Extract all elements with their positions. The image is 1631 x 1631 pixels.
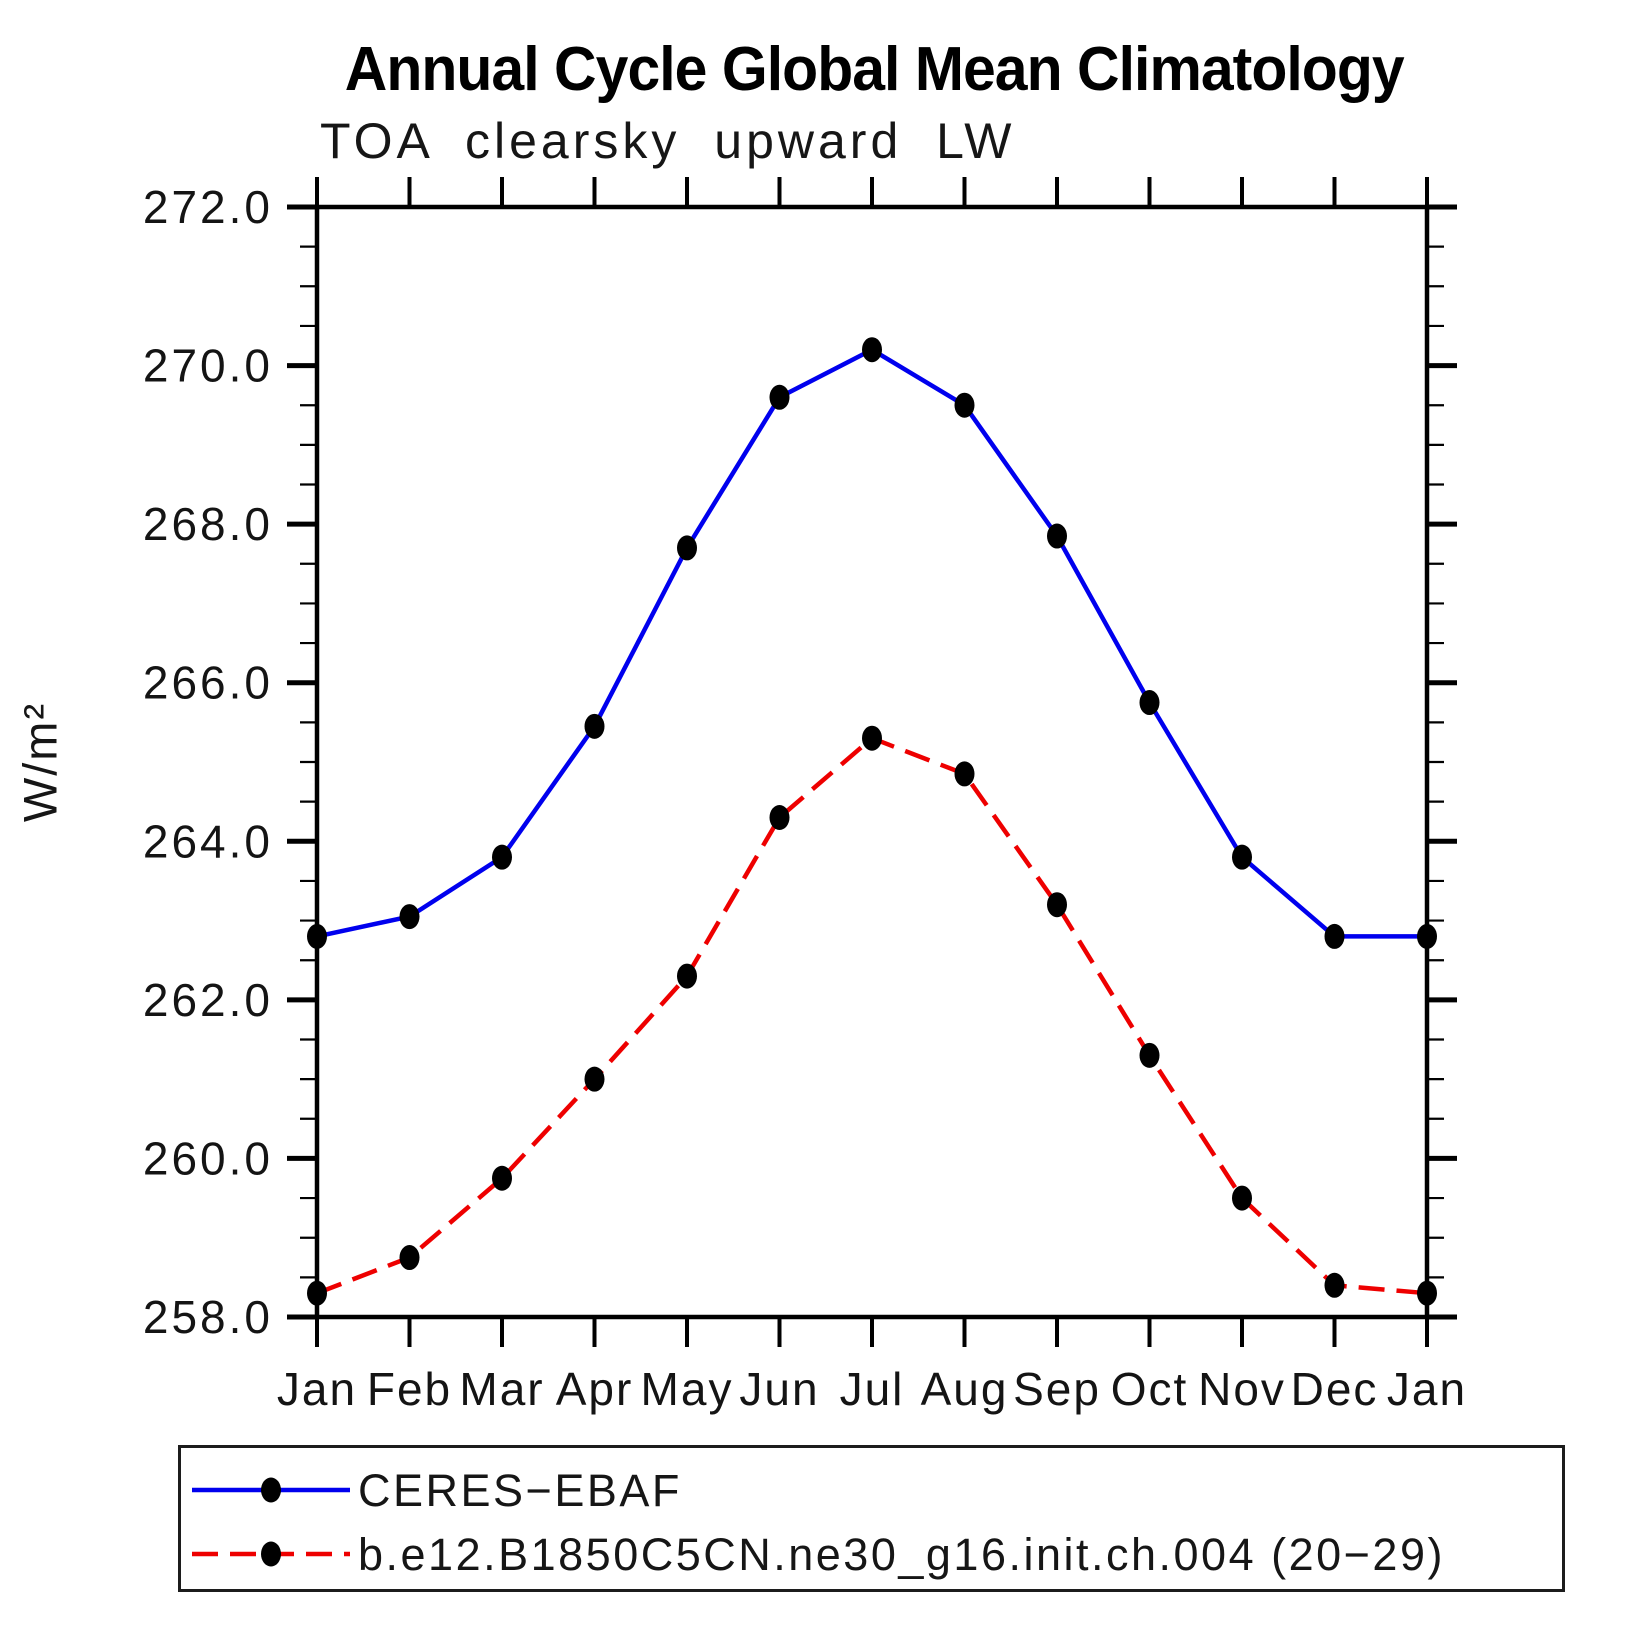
x-axis-tick-label: Jun [739, 1363, 819, 1415]
data-point-marker-0 [862, 337, 882, 363]
x-axis-tick-label: Aug [921, 1363, 1009, 1415]
x-axis-tick-label: Apr [556, 1363, 634, 1415]
series-line-1 [316, 735, 1428, 1296]
y-axis-tick-label: 268.0 [143, 498, 273, 550]
data-point-marker-1 [1324, 1272, 1345, 1298]
y-axis-tick-label: 264.0 [143, 815, 273, 867]
data-point-marker-1 [399, 1245, 420, 1271]
data-point-marker-1 [954, 761, 975, 787]
data-point-marker-1 [1232, 1185, 1252, 1211]
data-point-marker-0 [492, 844, 512, 870]
legend-marker-icon [261, 1477, 281, 1503]
data-point-marker-1 [492, 1165, 512, 1191]
data-point-marker-0 [1417, 923, 1437, 949]
data-point-marker-0 [1232, 844, 1252, 870]
legend-label-model: b.e12.B1850C5CN.ne30_g16.init.ch.004 (20… [358, 1528, 1445, 1580]
chart-subtitle: TOA clearsky upward LW [320, 113, 1016, 169]
series-line-0 [316, 347, 1427, 939]
chart-title: Annual Cycle Global Mean Climatology [344, 35, 1405, 104]
x-axis-tick-label: Dec [1291, 1363, 1379, 1415]
x-axis-tick-label: Feb [367, 1363, 452, 1415]
y-axis-tick-label: 270.0 [143, 340, 273, 392]
data-point-marker-1 [584, 1066, 605, 1092]
data-point-marker-1 [769, 805, 790, 830]
x-axis-tick-label: Mar [459, 1363, 544, 1415]
x-axis-tick-label: May [641, 1363, 734, 1415]
data-point-marker-0 [584, 713, 605, 739]
data-point-marker-0 [1139, 690, 1160, 716]
y-axis-tick-label: 272.0 [143, 181, 273, 233]
data-point-marker-0 [677, 535, 697, 561]
data-point-marker-0 [1324, 923, 1345, 949]
x-axis-tick-label: Jan [277, 1363, 357, 1415]
y-axis-tick-label: 262.0 [143, 974, 273, 1026]
legend-marker-icon [261, 1541, 281, 1567]
legend: CERES−EBAF b.e12.B1850C5CN.ne30_g16.init… [178, 1445, 1565, 1592]
data-point-marker-1 [1417, 1280, 1437, 1306]
x-axis-tick-label: Oct [1111, 1363, 1189, 1415]
x-axis-tick-label: Sep [1013, 1363, 1101, 1415]
legend-sample-solid-line [192, 1477, 350, 1503]
data-point-marker-1 [1047, 892, 1067, 918]
legend-label-ceres: CERES−EBAF [358, 1464, 682, 1516]
data-point-marker-0 [954, 392, 975, 418]
y-axis-tick-label: 258.0 [143, 1291, 273, 1343]
data-point-marker-1 [862, 725, 882, 751]
legend-entry-ceres: CERES−EBAF [188, 1458, 1562, 1522]
data-point-marker-0 [307, 923, 327, 949]
data-point-marker-0 [769, 384, 790, 410]
data-point-marker-0 [399, 904, 420, 930]
data-point-marker-1 [677, 963, 697, 989]
x-axis-tick-label: Jan [1387, 1363, 1467, 1415]
y-axis-tick-label: 266.0 [143, 657, 273, 709]
data-point-marker-1 [307, 1280, 327, 1306]
data-point-marker-0 [1047, 523, 1067, 549]
x-axis-tick-label: Nov [1198, 1363, 1286, 1415]
y-axis-tick-label: 260.0 [143, 1132, 273, 1184]
legend-sample-dashed-line [192, 1541, 350, 1567]
legend-entry-model: b.e12.B1850C5CN.ne30_g16.init.ch.004 (20… [188, 1522, 1562, 1586]
x-axis-tick-label: Jul [840, 1363, 905, 1415]
axis-frame [314, 204, 1430, 1320]
data-point-marker-1 [1139, 1042, 1160, 1068]
